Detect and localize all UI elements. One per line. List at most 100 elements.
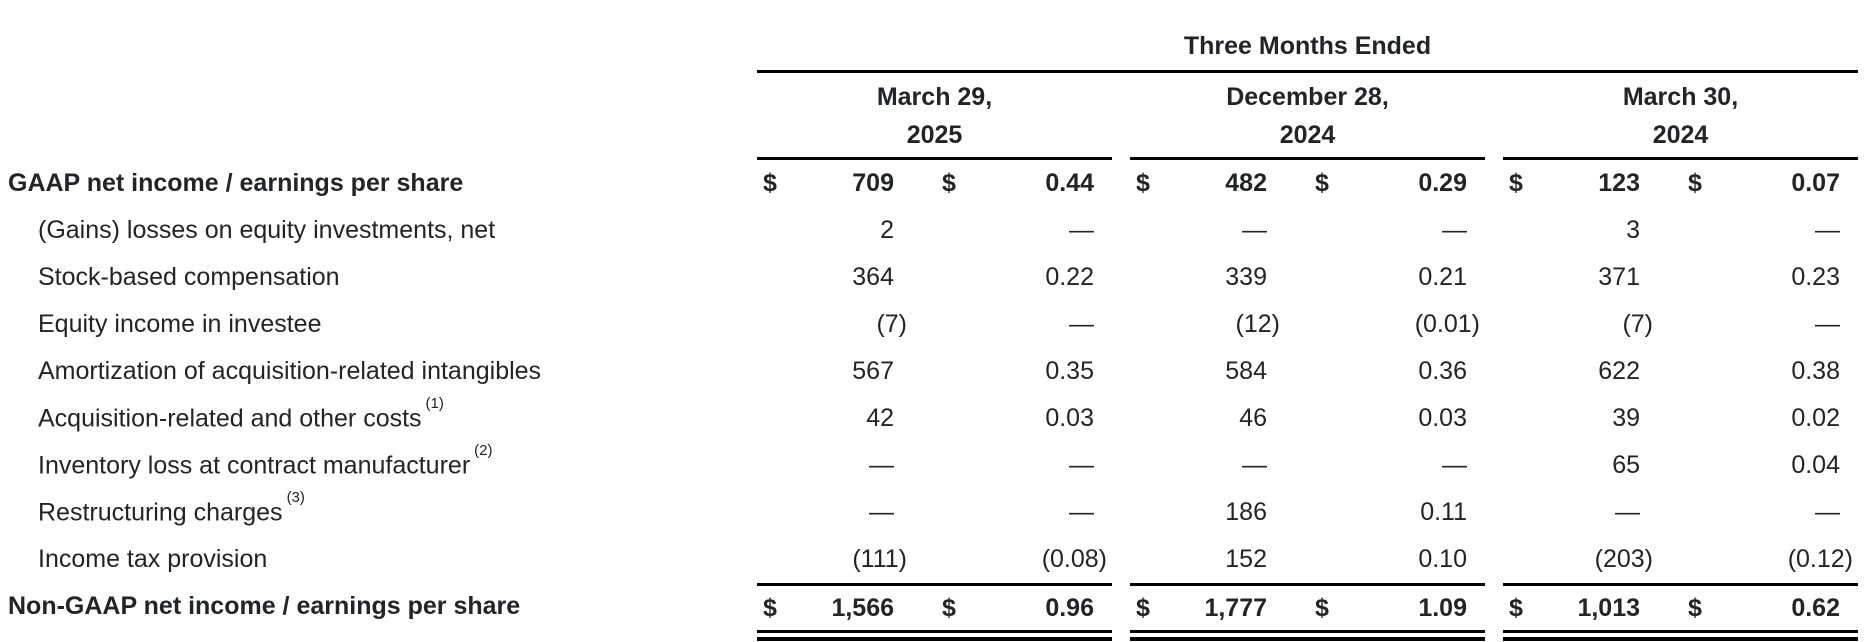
period-header: March 30, 2024 xyxy=(1503,73,1858,157)
period-values-group: 46 0.03 xyxy=(1130,395,1485,442)
eps-value: 0.23 xyxy=(1791,263,1840,291)
row-label: Amortization of acquisition-related inta… xyxy=(38,357,542,385)
table-body: GAAP net income / earnings per share $709… xyxy=(0,160,1871,630)
period-rule-row xyxy=(0,157,1871,160)
dollar-sign: $ xyxy=(763,169,777,197)
table-row: Income tax provision (111) (0.08) 152 0.10 (2… xyxy=(0,536,1871,583)
period-month: March 30, xyxy=(1622,83,1739,111)
income-value: 42 xyxy=(866,404,894,432)
eps-value: (0.01) xyxy=(1414,310,1480,338)
income-value: 186 xyxy=(1225,498,1267,526)
income-value: 65 xyxy=(1612,451,1640,479)
period-year: 2024 xyxy=(1652,121,1709,149)
period-values-group: — — xyxy=(757,442,1112,489)
period-values-group: (111) (0.08) xyxy=(757,536,1112,583)
period-values-group: 567 0.35 xyxy=(757,348,1112,395)
eps-value: 0.44 xyxy=(1045,169,1094,197)
header-rule-row xyxy=(0,70,1871,73)
row-label: Income tax provision xyxy=(38,545,268,573)
period-rule xyxy=(757,157,1112,160)
eps-value: 0.03 xyxy=(1418,404,1467,432)
income-value: 567 xyxy=(852,357,894,385)
eps-value: — xyxy=(1442,216,1467,244)
period-year: 2025 xyxy=(906,121,963,149)
period-values-group: — — xyxy=(1130,442,1485,489)
table-row: Equity income in investee (7) — (12) (0.01) (… xyxy=(0,301,1871,348)
table-row: Acquisition-related and other costs(1) 42… xyxy=(0,395,1871,442)
row-label: Stock-based compensation xyxy=(38,263,340,291)
eps-value: (0.12) xyxy=(1787,545,1853,573)
bottom-double-rule xyxy=(1130,630,1485,641)
income-value: — xyxy=(1242,216,1267,244)
dollar-sign: $ xyxy=(1688,593,1702,622)
income-value: 584 xyxy=(1225,357,1267,385)
period-values-group: 364 0.22 xyxy=(757,254,1112,301)
income-value: 1,013 xyxy=(1577,593,1640,622)
income-value: (7) xyxy=(876,310,907,338)
income-value: 622 xyxy=(1598,357,1640,385)
eps-value: 0.29 xyxy=(1418,169,1467,197)
period-values-group: $709 $0.44 xyxy=(757,160,1112,207)
period-values-group: 371 0.23 xyxy=(1503,254,1858,301)
eps-value: 0.35 xyxy=(1045,357,1094,385)
period-values-group: (7) — xyxy=(757,301,1112,348)
period-values-group: $482 $0.29 xyxy=(1130,160,1485,207)
period-header: March 29, 2025 xyxy=(757,73,1112,157)
dollar-sign: $ xyxy=(1509,169,1523,197)
period-values-group: (7) — xyxy=(1503,301,1858,348)
dollar-sign: $ xyxy=(1136,169,1150,197)
eps-value: 0.21 xyxy=(1418,263,1467,291)
header-rule xyxy=(757,70,1858,73)
income-value: 2 xyxy=(880,216,894,244)
period-values-group: 584 0.36 xyxy=(1130,348,1485,395)
eps-value: — xyxy=(1069,451,1094,479)
period-values-group: — — xyxy=(1503,489,1858,536)
dollar-sign: $ xyxy=(1136,593,1150,622)
period-values-group: (203) (0.12) xyxy=(1503,536,1858,583)
period-values-group: 42 0.03 xyxy=(757,395,1112,442)
income-value: (12) xyxy=(1235,310,1280,338)
dollar-sign: $ xyxy=(1315,169,1329,197)
bottom-double-rule xyxy=(1503,630,1858,641)
period-values-group: 3— xyxy=(1503,207,1858,254)
table-row: Stock-based compensation 364 0.22 339 0.21 37… xyxy=(0,254,1871,301)
row-label: Acquisition-related and other costs(1) xyxy=(38,394,444,433)
period-values-group: — — xyxy=(1130,207,1485,254)
income-value: 482 xyxy=(1225,169,1267,197)
eps-value: — xyxy=(1069,498,1094,526)
row-label: (Gains) losses on equity investments, ne… xyxy=(38,216,496,244)
row-label: Non-GAAP net income / earnings per share xyxy=(8,592,521,620)
period-values-group: 339 0.21 xyxy=(1130,254,1485,301)
period-rule xyxy=(1130,157,1485,160)
eps-value: — xyxy=(1069,310,1094,338)
eps-value: — xyxy=(1815,310,1840,338)
row-label: Inventory loss at contract manufacturer(… xyxy=(38,441,493,480)
eps-value: 0.22 xyxy=(1045,263,1094,291)
income-value: 3 xyxy=(1626,216,1640,244)
period-values-group: 622 0.38 xyxy=(1503,348,1858,395)
footnote-marker: (3) xyxy=(286,488,305,506)
dollar-sign: $ xyxy=(1509,593,1523,622)
eps-value: 0.04 xyxy=(1791,451,1840,479)
income-value: 152 xyxy=(1225,545,1267,573)
period-values-group: $1,566 $0.96 xyxy=(757,583,1112,630)
eps-value: 1.09 xyxy=(1418,593,1467,622)
eps-value: 0.07 xyxy=(1791,169,1840,197)
period-values-group: 186 0.11 xyxy=(1130,489,1485,536)
dollar-sign: $ xyxy=(1688,169,1702,197)
bottom-rule-row xyxy=(0,630,1871,641)
income-value: — xyxy=(1615,498,1640,526)
table-row: Restructuring charges(3) — —186 0.11— — xyxy=(0,489,1871,536)
income-value: 364 xyxy=(852,263,894,291)
income-value: — xyxy=(869,498,894,526)
period-month: December 28, xyxy=(1226,83,1389,111)
footnote-marker: (1) xyxy=(425,394,444,412)
income-value: 46 xyxy=(1239,404,1267,432)
income-value: (203) xyxy=(1594,545,1653,573)
row-label: Equity income in investee xyxy=(38,310,322,338)
eps-value: 0.03 xyxy=(1045,404,1094,432)
period-rule xyxy=(1503,157,1858,160)
period-values-group: 65 0.04 xyxy=(1503,442,1858,489)
income-value: (7) xyxy=(1622,310,1653,338)
eps-value: 0.96 xyxy=(1045,593,1094,622)
